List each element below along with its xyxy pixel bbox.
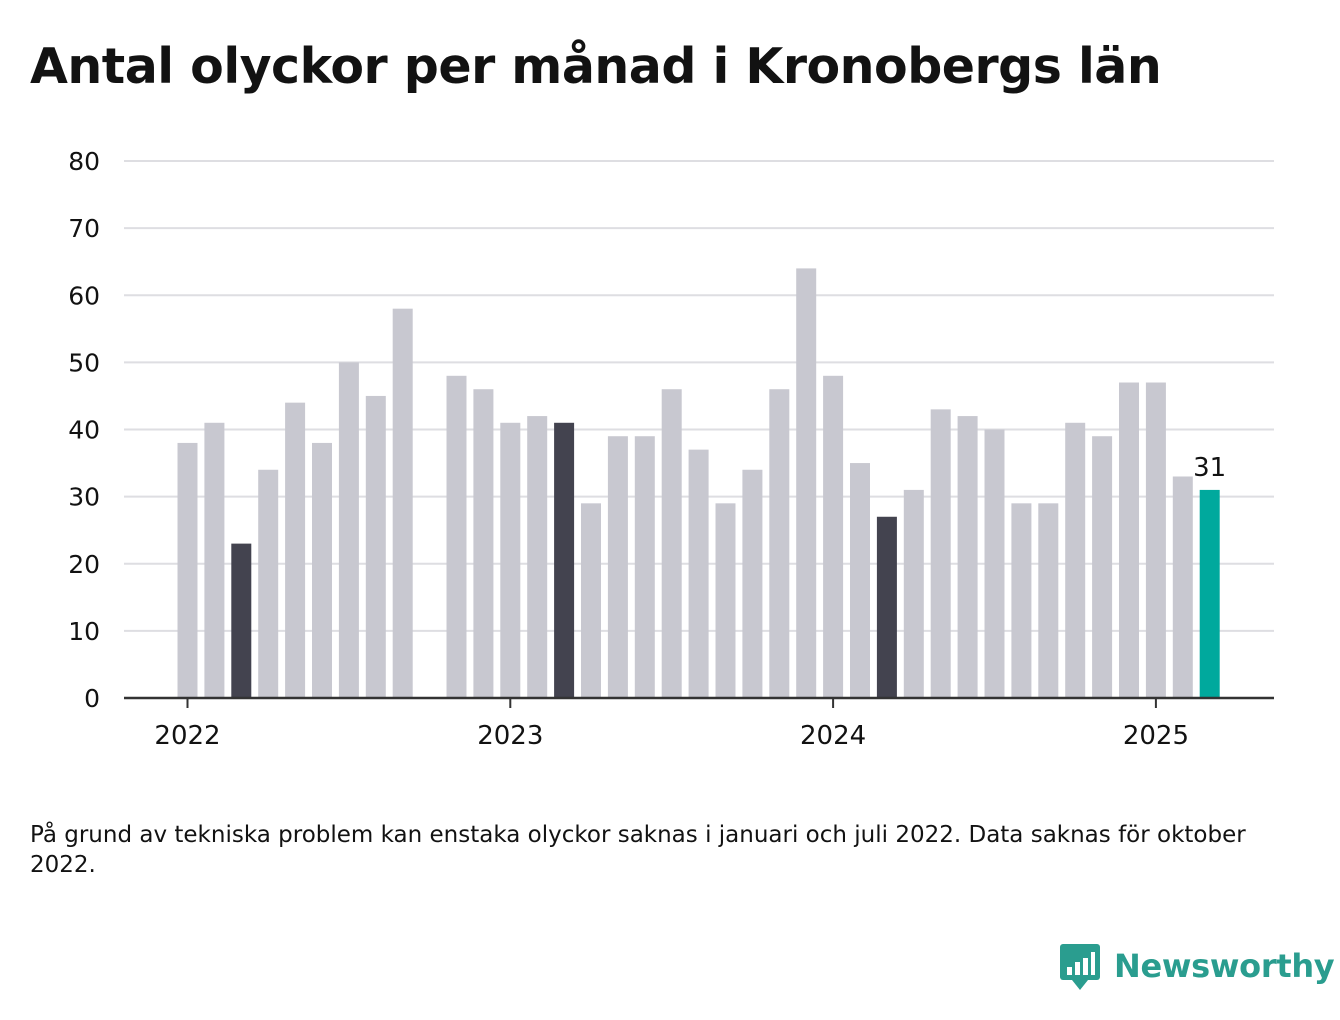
bar-2023-01 <box>500 422 521 698</box>
newsworthy-logo: Newsworthy <box>1060 940 1335 992</box>
y-tick-label: 40 <box>68 416 100 445</box>
bar-2024-03 <box>876 516 897 698</box>
bar-2023-08 <box>688 449 709 698</box>
bar-2024-11 <box>1092 436 1113 698</box>
bar-2022-12 <box>473 389 494 698</box>
bar-2023-02 <box>527 416 548 698</box>
bar-2022-08 <box>365 395 386 698</box>
x-tick-label: 2023 <box>477 721 543 751</box>
bar-2023-06 <box>634 436 655 698</box>
bar-2022-07 <box>338 362 359 698</box>
bar-2024-09 <box>1038 503 1059 698</box>
bar-2024-02 <box>850 463 870 698</box>
bar-2023-09 <box>715 503 736 698</box>
y-tick-label: 70 <box>68 214 100 243</box>
bar-chart: 0 10 20 30 40 50 60 70 80 31 2022 2023 2024 2025 <box>68 147 1274 751</box>
bar-2025-03 <box>1199 489 1220 698</box>
bar-2023-12 <box>796 268 817 698</box>
bar-2023-03 <box>554 422 575 698</box>
bar-2022-06 <box>312 442 332 698</box>
y-tick-label: 80 <box>68 147 100 176</box>
bar-chart-speech-bubble-icon <box>1060 944 1100 990</box>
bar-2022-03 <box>231 543 252 698</box>
bar-2024-08 <box>1011 503 1032 698</box>
x-tick-label: 2025 <box>1123 721 1189 751</box>
bar-2022-04 <box>258 469 279 698</box>
bar-2024-07 <box>984 429 1005 698</box>
latest-value-label: 31 <box>1193 453 1226 483</box>
bar-2023-07 <box>661 389 682 698</box>
bar-2024-10 <box>1065 422 1086 698</box>
bar-2022-05 <box>285 402 306 698</box>
bar-2024-01 <box>823 375 844 698</box>
bar-2025-02 <box>1172 476 1193 698</box>
chart-title: Antal olyckor per månad i Kronobergs län <box>30 38 1162 95</box>
y-tick-label: 20 <box>68 550 100 579</box>
bar-2024-05 <box>930 409 951 698</box>
bar-2022-02 <box>204 422 225 698</box>
y-tick-label: 30 <box>68 483 100 512</box>
y-tick-label: 0 <box>84 684 100 713</box>
bar-2022-11 <box>446 375 467 698</box>
footnote: På grund av tekniska problem kan enstaka… <box>30 822 1246 878</box>
bar-2022-01 <box>177 442 198 698</box>
x-tick-label: 2022 <box>154 721 220 751</box>
bar-2024-06 <box>957 416 978 698</box>
bar-2023-10 <box>742 469 763 698</box>
x-tick-label: 2024 <box>800 721 866 751</box>
bar-2024-04 <box>903 489 924 698</box>
bar-2022-09 <box>392 308 413 698</box>
y-tick-label: 50 <box>68 348 100 377</box>
bar-2023-05 <box>607 436 628 698</box>
y-tick-label: 10 <box>68 617 100 646</box>
bar-2023-11 <box>769 389 790 698</box>
bar-2025-01 <box>1145 382 1166 698</box>
y-tick-label: 60 <box>68 281 100 310</box>
bar-2024-12 <box>1119 382 1139 698</box>
bar-2023-04 <box>581 503 601 698</box>
brand-name: Newsworthy <box>1114 947 1335 985</box>
